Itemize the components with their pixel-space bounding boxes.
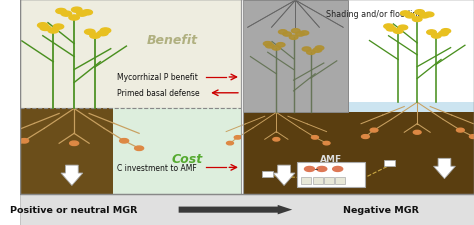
Circle shape: [265, 45, 274, 49]
Circle shape: [427, 31, 436, 35]
Bar: [112, 109, 241, 195]
Bar: [336, 177, 346, 184]
Circle shape: [77, 12, 87, 17]
FancyArrow shape: [434, 159, 456, 179]
FancyBboxPatch shape: [297, 162, 365, 187]
Circle shape: [292, 29, 300, 34]
Circle shape: [300, 32, 309, 36]
Circle shape: [283, 33, 292, 37]
Circle shape: [405, 14, 415, 19]
Circle shape: [370, 129, 378, 133]
Circle shape: [100, 29, 111, 34]
Circle shape: [70, 141, 79, 146]
Circle shape: [53, 25, 64, 30]
Bar: [243, 0, 474, 113]
Bar: [313, 177, 323, 184]
Text: Primed basal defense: Primed basal defense: [117, 89, 200, 98]
Circle shape: [279, 31, 287, 35]
Bar: [301, 177, 311, 184]
Circle shape: [424, 13, 434, 18]
Bar: [243, 1, 347, 113]
Circle shape: [386, 27, 396, 32]
Circle shape: [84, 30, 95, 35]
Circle shape: [456, 129, 464, 133]
Circle shape: [362, 135, 369, 139]
Circle shape: [438, 32, 448, 37]
Bar: [243, 0, 474, 195]
Text: Cost: Cost: [172, 152, 203, 165]
Circle shape: [56, 9, 66, 15]
Circle shape: [37, 24, 48, 29]
Text: Shading and/or flooding: Shading and/or flooding: [326, 10, 422, 19]
Circle shape: [296, 33, 304, 37]
Bar: [19, 109, 112, 195]
Circle shape: [419, 14, 429, 19]
Circle shape: [413, 131, 421, 135]
Circle shape: [384, 25, 393, 29]
Polygon shape: [243, 103, 474, 195]
Circle shape: [19, 139, 28, 143]
Bar: [19, 0, 474, 195]
Polygon shape: [347, 103, 474, 113]
Bar: [19, 195, 474, 225]
Circle shape: [307, 51, 315, 55]
Circle shape: [315, 47, 324, 51]
Circle shape: [398, 26, 408, 31]
Circle shape: [401, 12, 410, 16]
Circle shape: [9, 146, 18, 151]
Circle shape: [82, 11, 92, 16]
Circle shape: [302, 48, 311, 52]
FancyArrow shape: [273, 165, 295, 186]
Circle shape: [61, 12, 72, 17]
Circle shape: [72, 8, 82, 13]
Circle shape: [234, 136, 241, 140]
Text: Benefit: Benefit: [146, 34, 197, 47]
Bar: [324, 177, 334, 184]
Circle shape: [431, 34, 441, 39]
Circle shape: [469, 135, 474, 139]
Circle shape: [135, 146, 144, 151]
Bar: [19, 0, 241, 195]
Circle shape: [272, 47, 281, 51]
Circle shape: [289, 36, 298, 40]
Circle shape: [313, 49, 322, 53]
Text: Positive or neutral MGR: Positive or neutral MGR: [10, 205, 138, 214]
Circle shape: [333, 167, 343, 172]
FancyArrow shape: [61, 165, 83, 186]
FancyArrow shape: [179, 205, 292, 214]
Circle shape: [90, 34, 100, 39]
Bar: [262, 172, 273, 177]
Circle shape: [40, 26, 51, 31]
Circle shape: [276, 43, 285, 48]
Circle shape: [441, 29, 451, 34]
Circle shape: [393, 29, 403, 34]
Circle shape: [264, 42, 272, 47]
Bar: [243, 113, 474, 195]
Circle shape: [69, 16, 79, 21]
Circle shape: [227, 142, 234, 145]
Text: C investment to AMF: C investment to AMF: [117, 163, 197, 172]
Circle shape: [412, 18, 422, 22]
Circle shape: [98, 31, 108, 36]
Circle shape: [317, 167, 327, 172]
Circle shape: [48, 29, 58, 34]
Bar: [19, 0, 241, 109]
Circle shape: [273, 138, 280, 141]
Circle shape: [311, 136, 319, 140]
Circle shape: [323, 142, 330, 145]
Circle shape: [304, 167, 315, 172]
Text: AMF: AMF: [320, 154, 342, 163]
Circle shape: [415, 11, 424, 15]
Text: Mycorrhizal P benefit: Mycorrhizal P benefit: [117, 73, 198, 82]
Circle shape: [119, 139, 128, 143]
Text: Negative MGR: Negative MGR: [343, 205, 419, 214]
Bar: [384, 160, 395, 166]
